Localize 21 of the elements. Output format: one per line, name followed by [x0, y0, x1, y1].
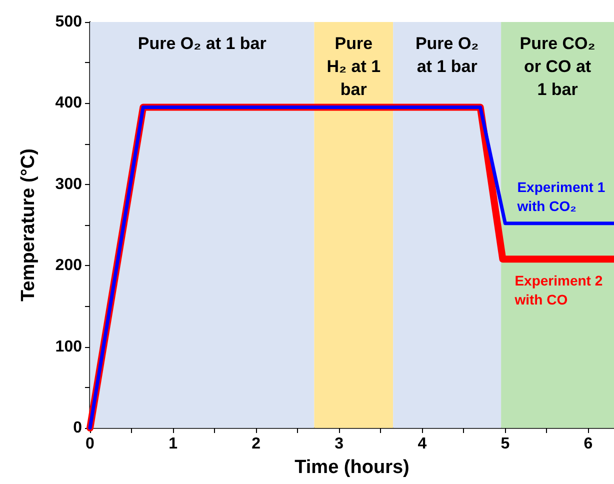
y-tick-label: 100: [55, 338, 82, 356]
annotation: Experiment 2 with CO: [514, 272, 603, 308]
x-tick-label: 1: [168, 436, 178, 452]
y-tick-label: 200: [55, 257, 82, 274]
y-axis-title: Temperature (°C): [18, 148, 39, 302]
band-label: Pure CO₂ or CO at 1 bar: [520, 34, 596, 99]
x-tick-label: 2: [252, 436, 261, 452]
x-tick-label: 5: [500, 436, 510, 452]
y-tick-label: 400: [55, 94, 82, 112]
x-tick-label: 6: [584, 436, 593, 452]
x-axis-title: Time (hours): [294, 457, 410, 478]
y-tick-label: 0: [73, 420, 82, 436]
y-tick-label: 500: [55, 14, 82, 30]
x-tick-label: 0: [86, 436, 95, 452]
band-label: Pure O₂ at 1 bar: [138, 34, 267, 53]
annotation: Experiment 1 with CO₂: [516, 178, 606, 214]
x-tick-label: 3: [334, 436, 344, 452]
y-tick-label: 300: [55, 176, 82, 193]
x-tick-label: 4: [418, 436, 427, 452]
band-label: Pure H₂ at 1 bar: [326, 34, 381, 99]
band-label: Pure O₂ at 1 bar: [415, 34, 479, 76]
